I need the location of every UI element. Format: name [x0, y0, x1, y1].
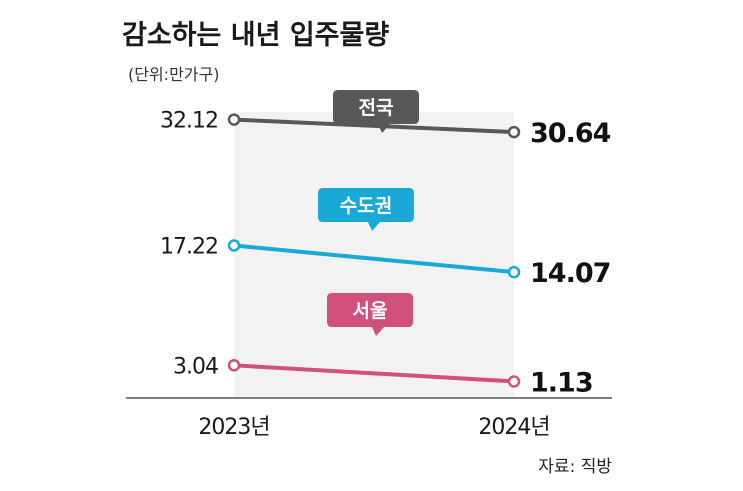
series-tag: [327, 293, 413, 336]
series-tag-label: 서울: [353, 300, 388, 322]
series-tag-label: 수도권: [340, 195, 392, 217]
data-label: 3.04: [173, 354, 218, 379]
series-group: 3.04 1.13 서울: [173, 293, 594, 398]
data-point: [507, 265, 521, 279]
data-point: [507, 125, 521, 139]
chart-unit: (단위:만가구): [128, 65, 219, 84]
source-note: 자료: 직방: [538, 457, 612, 477]
series-tag-label: 전국: [359, 97, 394, 119]
x-tick-label: 2024년: [478, 415, 549, 440]
data-point: [507, 375, 521, 388]
series-tag: [318, 188, 414, 231]
series-line: [232, 117, 516, 135]
data-label: 17.22: [160, 234, 218, 259]
series-layer: 32.12 30.64 전국 17.22 14.07 수도권 3.04 1.13 서울: [160, 90, 612, 398]
data-point: [227, 239, 241, 252]
series-line: [232, 363, 516, 384]
series-tag: [333, 90, 419, 133]
data-point: [227, 113, 241, 126]
series-group: 32.12 30.64 전국: [160, 90, 612, 149]
data-label: 14.07: [530, 258, 610, 289]
year-band: [234, 112, 514, 398]
x-tick-label: 2023년: [198, 415, 269, 440]
series-group: 17.22 14.07 수도권: [160, 188, 611, 289]
data-label: 30.64: [530, 118, 611, 149]
data-label: 1.13: [530, 367, 593, 398]
data-label: 32.12: [160, 109, 218, 134]
data-point: [227, 359, 241, 372]
series-line: [232, 243, 516, 275]
chart-title: 감소하는 내년 입주물량: [122, 20, 389, 51]
